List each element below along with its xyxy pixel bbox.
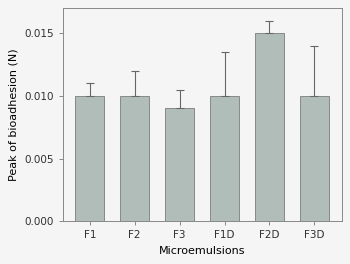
Bar: [300, 96, 329, 221]
Bar: [165, 109, 194, 221]
Bar: [120, 96, 149, 221]
Y-axis label: Peak of bioadhesion (N): Peak of bioadhesion (N): [8, 48, 18, 181]
Bar: [75, 96, 104, 221]
Bar: [210, 96, 239, 221]
Bar: [255, 33, 284, 221]
X-axis label: Microemulsions: Microemulsions: [159, 246, 245, 256]
